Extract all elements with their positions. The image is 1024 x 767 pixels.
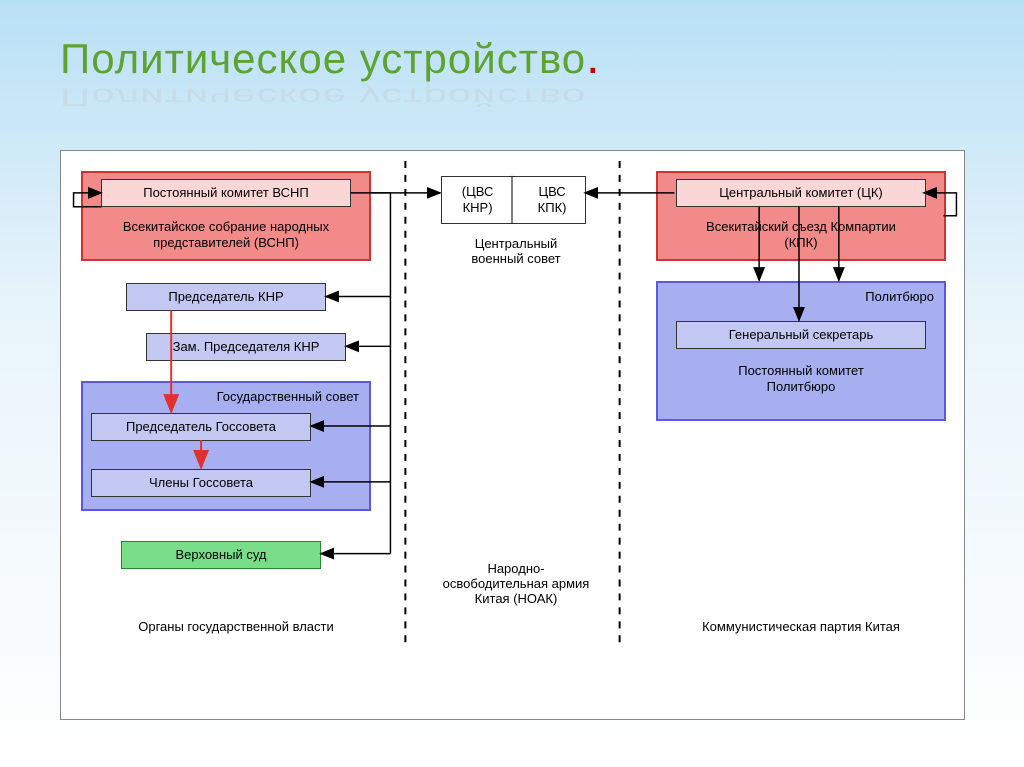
title-dot: . <box>586 31 600 84</box>
kpk-outer-label: Всекитайский съезд Компартии (КПК) <box>690 219 912 252</box>
caption-center-text: Народно-освободительная армия Китая (НОА… <box>443 561 590 606</box>
caption-center: Народно-освободительная армия Китая (НОА… <box>441 561 591 606</box>
title-reflection: Политическое устройство <box>60 83 600 112</box>
supreme-court-box: Верховный суд <box>121 541 321 569</box>
org-chart-diagram: Всекитайское собрание народных представи… <box>60 150 965 720</box>
caption-right: Коммунистическая партия Китая <box>681 619 921 634</box>
caption-left: Органы государственной власти <box>121 619 351 634</box>
council-head-label: Председатель Госсовета <box>126 419 276 435</box>
slide-title: Политическое устройство. <box>60 30 600 85</box>
gensec-box: Генеральный секретарь <box>676 321 926 349</box>
vcnp-outer-label: Всекитайское собрание народных представи… <box>101 219 351 252</box>
kpk-inner-box: Центральный комитет (ЦК) <box>676 179 926 207</box>
caption-right-text: Коммунистическая партия Китая <box>702 619 900 634</box>
slide-title-block: Политическое устройство. Политическое ус… <box>60 30 600 121</box>
cvs-caption: Центральный военный совет <box>461 236 571 266</box>
council-head-box: Председатель Госсовета <box>91 413 311 441</box>
state-council-label: Государственный совет <box>217 389 359 405</box>
standing-politburo-label: Постоянный комитет Политбюро <box>705 363 897 396</box>
vcnp-inner-label: Постоянный комитет ВСНП <box>143 185 309 201</box>
council-members-box: Члены Госсовета <box>91 469 311 497</box>
vcnp-inner-box: Постоянный комитет ВСНП <box>101 179 351 207</box>
cvs-right-label: ЦВС КПК) <box>523 184 581 217</box>
chairman-label: Председатель КНР <box>168 289 283 305</box>
supreme-court-label: Верховный суд <box>175 547 266 563</box>
cvs-box: (ЦВС КНР) ЦВС КПК) <box>441 176 586 224</box>
kpk-inner-label: Центральный комитет (ЦК) <box>719 185 882 201</box>
caption-left-text: Органы государственной власти <box>138 619 334 634</box>
gensec-label: Генеральный секретарь <box>729 327 874 343</box>
cvs-caption-text: Центральный военный совет <box>471 236 560 266</box>
chairman-box: Председатель КНР <box>126 283 326 311</box>
vice-chairman-label: Зам. Председателя КНР <box>173 339 320 355</box>
cvs-left-label: (ЦВС КНР) <box>446 184 509 217</box>
standing-politburo-label-box: Постоянный комитет Политбюро <box>701 359 901 399</box>
politburo-label: Политбюро <box>865 289 934 305</box>
council-members-label: Члены Госсовета <box>149 475 253 491</box>
title-text: Политическое устройство <box>60 35 586 82</box>
vice-chairman-box: Зам. Председателя КНР <box>146 333 346 361</box>
politburo-outer: Политбюро <box>656 281 946 421</box>
